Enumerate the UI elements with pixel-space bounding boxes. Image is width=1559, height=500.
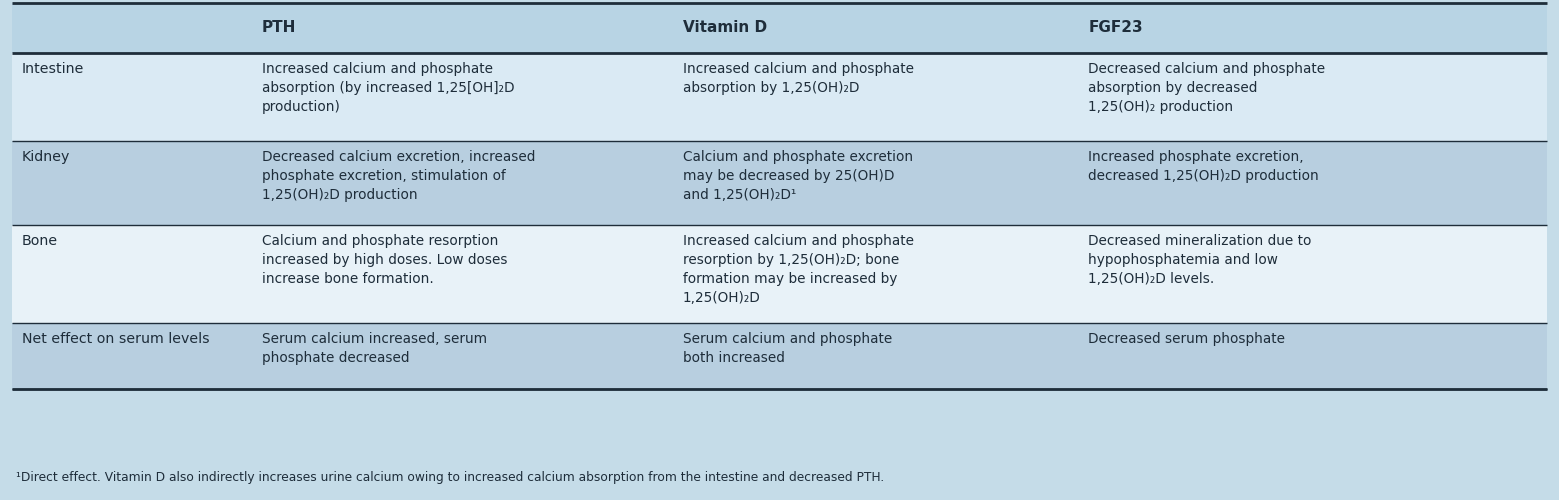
Text: Increased calcium and phosphate
absorption (by increased 1,25[OH]₂D
production): Increased calcium and phosphate absorpti… (262, 62, 514, 114)
Text: Intestine: Intestine (22, 62, 84, 76)
Text: Decreased calcium and phosphate
absorption by decreased
1,25(OH)₂ production: Decreased calcium and phosphate absorpti… (1088, 62, 1325, 114)
Text: Serum calcium and phosphate
both increased: Serum calcium and phosphate both increas… (683, 332, 892, 365)
Text: Serum calcium increased, serum
phosphate decreased: Serum calcium increased, serum phosphate… (262, 332, 486, 365)
Bar (12, 226, 1547, 323)
Text: Increased calcium and phosphate
resorption by 1,25(OH)₂D; bone
formation may be : Increased calcium and phosphate resorpti… (683, 234, 914, 305)
Text: Calcium and phosphate resorption
increased by high doses. Low doses
increase bon: Calcium and phosphate resorption increas… (262, 234, 507, 286)
Text: FGF23: FGF23 (1088, 20, 1143, 35)
Bar (12, 2, 1547, 52)
Text: Decreased serum phosphate: Decreased serum phosphate (1088, 332, 1285, 346)
Text: Vitamin D: Vitamin D (683, 20, 767, 35)
Bar (12, 141, 1547, 226)
Text: Calcium and phosphate excretion
may be decreased by 25(OH)D
and 1,25(OH)₂D¹: Calcium and phosphate excretion may be d… (683, 150, 914, 202)
Text: Kidney: Kidney (22, 150, 70, 164)
Bar (12, 323, 1547, 389)
Text: Increased phosphate excretion,
decreased 1,25(OH)₂D production: Increased phosphate excretion, decreased… (1088, 150, 1319, 183)
Text: Net effect on serum levels: Net effect on serum levels (22, 332, 209, 346)
Text: PTH: PTH (262, 20, 296, 35)
Text: Increased calcium and phosphate
absorption by 1,25(OH)₂D: Increased calcium and phosphate absorpti… (683, 62, 914, 94)
Text: ¹Direct effect. Vitamin D also indirectly increases urine calcium owing to incre: ¹Direct effect. Vitamin D also indirectl… (16, 472, 884, 484)
Text: Decreased mineralization due to
hypophosphatemia and low
1,25(OH)₂D levels.: Decreased mineralization due to hypophos… (1088, 234, 1311, 286)
Bar (12, 52, 1547, 141)
Text: Bone: Bone (22, 234, 58, 248)
Text: Decreased calcium excretion, increased
phosphate excretion, stimulation of
1,25(: Decreased calcium excretion, increased p… (262, 150, 535, 202)
